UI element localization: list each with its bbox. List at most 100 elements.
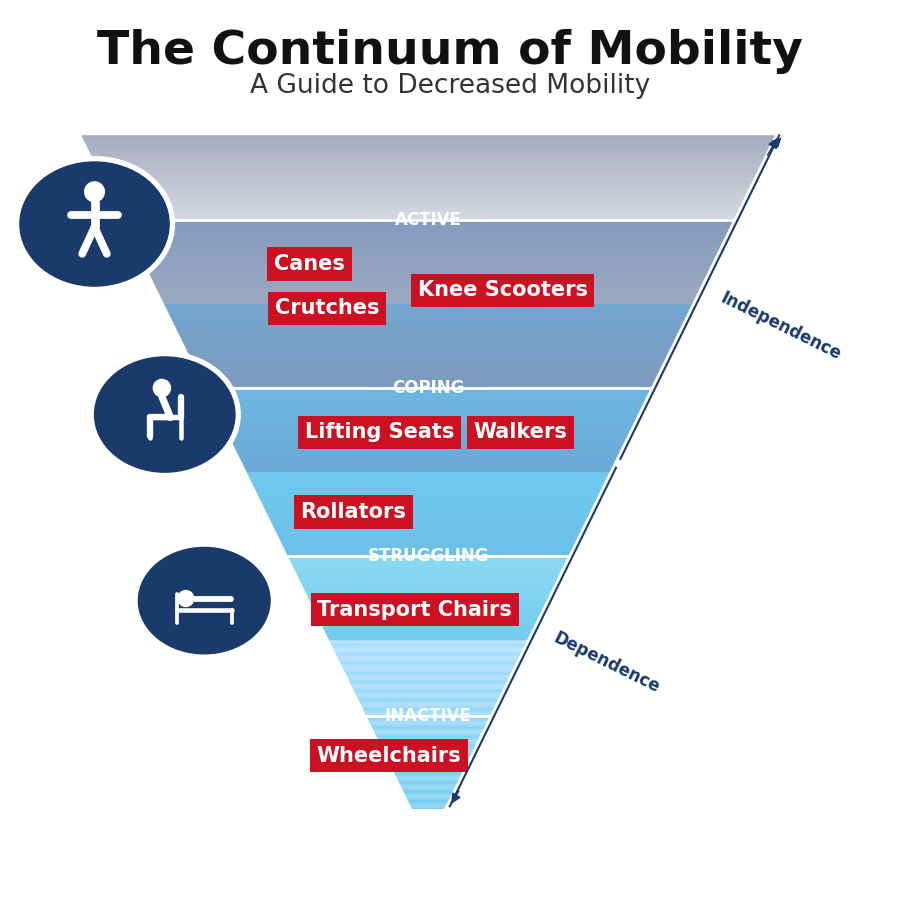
Text: STRUGGLING: STRUGGLING [367,547,489,565]
Polygon shape [348,679,508,680]
Polygon shape [352,687,504,688]
Polygon shape [364,711,492,712]
Polygon shape [350,683,506,684]
Polygon shape [364,712,491,714]
Polygon shape [378,741,478,742]
Polygon shape [353,688,503,690]
Polygon shape [350,682,507,683]
Polygon shape [356,696,500,697]
Polygon shape [362,706,494,708]
Polygon shape [337,656,519,657]
Polygon shape [340,662,517,663]
Polygon shape [338,659,518,660]
Ellipse shape [89,352,240,478]
Polygon shape [363,708,494,709]
Polygon shape [404,792,453,793]
Polygon shape [332,646,524,647]
Polygon shape [395,775,461,777]
Polygon shape [408,801,448,802]
Polygon shape [356,693,501,695]
Polygon shape [404,793,452,795]
Polygon shape [374,730,482,732]
Text: Dependence: Dependence [551,629,663,697]
Polygon shape [396,777,460,778]
Polygon shape [371,724,485,725]
Polygon shape [333,647,524,648]
Polygon shape [334,650,522,651]
Polygon shape [343,668,514,669]
Polygon shape [400,783,457,784]
Polygon shape [406,796,450,797]
Polygon shape [382,750,473,751]
Polygon shape [394,772,463,773]
Text: Transport Chairs: Transport Chairs [318,599,512,619]
Polygon shape [390,763,467,764]
Polygon shape [339,661,517,662]
Polygon shape [381,746,475,747]
Polygon shape [407,797,450,799]
Polygon shape [394,773,462,774]
Ellipse shape [14,157,175,292]
Polygon shape [365,714,491,715]
Polygon shape [368,720,488,721]
Polygon shape [330,643,526,644]
Text: Walkers: Walkers [473,422,567,442]
Polygon shape [410,804,447,805]
Polygon shape [365,715,491,716]
Circle shape [153,380,170,397]
Polygon shape [391,765,465,766]
Text: Lifting Seats: Lifting Seats [305,422,454,442]
Polygon shape [382,747,474,748]
Polygon shape [358,700,498,701]
Circle shape [178,590,194,607]
Polygon shape [387,759,469,760]
Polygon shape [346,677,509,678]
Polygon shape [380,743,476,745]
Polygon shape [402,790,454,791]
Polygon shape [392,768,464,769]
Polygon shape [390,764,466,765]
Polygon shape [359,701,497,702]
Polygon shape [389,761,467,763]
Polygon shape [382,748,474,750]
Polygon shape [357,697,500,698]
Polygon shape [380,742,477,743]
Polygon shape [354,691,502,692]
Text: Independence: Independence [717,289,844,364]
Polygon shape [410,805,446,806]
Polygon shape [381,745,475,746]
Polygon shape [373,729,483,730]
Polygon shape [374,732,482,733]
Polygon shape [391,766,465,768]
Polygon shape [341,665,515,666]
Polygon shape [386,756,470,757]
Polygon shape [393,770,463,772]
Text: ACTIVE: ACTIVE [394,211,462,229]
Text: A Guide to Decreased Mobility: A Guide to Decreased Mobility [250,74,650,99]
Polygon shape [356,695,500,696]
Polygon shape [347,678,508,679]
Polygon shape [377,737,480,738]
Polygon shape [348,680,508,681]
Polygon shape [336,654,520,655]
Ellipse shape [20,162,169,286]
Polygon shape [411,806,446,808]
Polygon shape [346,675,509,677]
Polygon shape [392,769,464,770]
Polygon shape [372,727,484,728]
Polygon shape [346,673,511,674]
Polygon shape [398,781,458,782]
Polygon shape [375,734,481,736]
Polygon shape [395,774,461,775]
Polygon shape [403,791,453,792]
Polygon shape [358,699,499,700]
Polygon shape [402,788,454,790]
Polygon shape [363,709,493,710]
Polygon shape [383,751,472,752]
Polygon shape [349,681,507,682]
Polygon shape [336,652,521,654]
Polygon shape [329,641,526,642]
Polygon shape [384,752,472,754]
Circle shape [85,182,104,202]
Polygon shape [333,648,523,650]
